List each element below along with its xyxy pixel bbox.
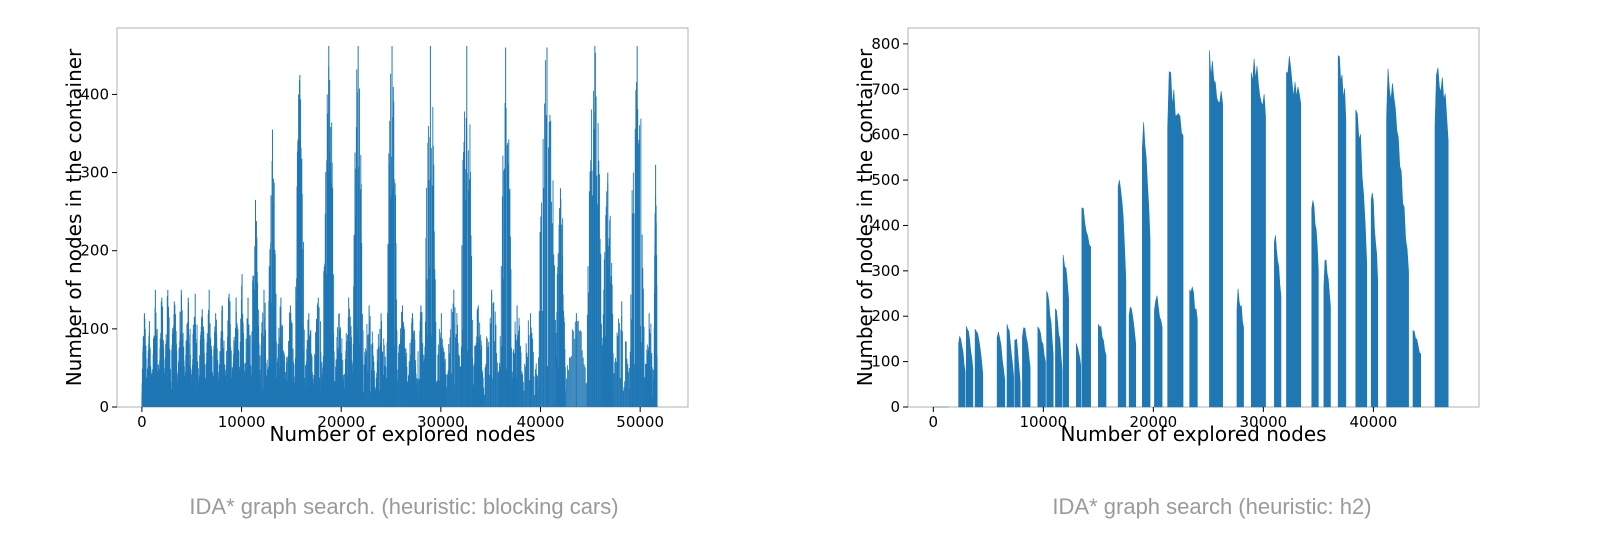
- chart-left-plot: 0 10000 20000 30000 40000 500000100200300400N…: [62, 27, 689, 446]
- chart-right-xtick-label: 0: [929, 413, 939, 431]
- chart-right-bar: [1209, 50, 1223, 408]
- chart-left-caption: IDA* graph search. (heuristic: blocking …: [189, 494, 619, 519]
- chart-right-ylabel: Number of nodes in the container: [853, 48, 877, 386]
- chart-right-ytick-label: 300: [871, 262, 900, 280]
- chart-right-bar: [1076, 343, 1082, 408]
- chart-right: 0 10000 20000 30000 40000 0 100 200 300 400 500 600…: [808, 0, 1616, 549]
- chart-right-bar: [1006, 324, 1014, 408]
- chart-right-bar: [1142, 122, 1151, 408]
- chart-right-xtick-label: 20000: [1129, 413, 1177, 431]
- chart-right-bar: [1014, 338, 1021, 408]
- chart-left-xtick-label: 50000: [616, 413, 664, 431]
- chart-right-ytick-label: 400: [871, 216, 900, 234]
- chart-right-bar: [1386, 68, 1409, 408]
- chart-left-ytick-label: 200: [80, 242, 109, 260]
- chart-right-bar: [958, 335, 966, 408]
- chart-right-bar: [1189, 286, 1198, 408]
- chart-right-bars: [933, 50, 1449, 408]
- chart-right-bar: [1098, 323, 1107, 408]
- chart-right-bar: [1337, 55, 1347, 408]
- chart-right-bar: [1274, 235, 1282, 408]
- chart-left-ytick-label: 300: [80, 164, 109, 182]
- chart-right-ytick-label: 100: [871, 353, 900, 371]
- chart-right-ytick-label: 600: [871, 126, 900, 144]
- chart-right-bar: [1286, 56, 1302, 408]
- chart-right-bar: [1412, 329, 1421, 408]
- chart-right-bar: [1037, 326, 1046, 408]
- chart-right-bar: [1323, 259, 1331, 408]
- chart-left-xtick-label: 10000: [218, 413, 266, 431]
- chart-right-bar: [1062, 254, 1069, 408]
- chart-right-bar: [1370, 192, 1379, 408]
- chart-left-ytick-label: 0: [99, 398, 109, 416]
- chart-left-xtick-label: 30000: [417, 413, 465, 431]
- chart-right-bar: [1355, 109, 1368, 408]
- chart-left-xlabel: Number of explored nodes: [269, 422, 535, 446]
- chart-left-ytick-label: 100: [80, 320, 109, 338]
- chart-right-bar: [1117, 180, 1127, 408]
- chart-right-ytick-label: 700: [871, 80, 900, 98]
- chart-right-bar: [1046, 290, 1054, 408]
- chart-right-bar: [1250, 58, 1266, 408]
- chart-right-bar: [966, 326, 974, 408]
- chart-right-bar: [1128, 306, 1137, 408]
- chart-right-ytick-label: 800: [871, 35, 900, 53]
- chart-right-bar: [996, 331, 1006, 408]
- chart-right-bar: [1311, 200, 1319, 408]
- chart-right-plot: 0 10000 20000 30000 40000 0 100 200 300 400 500 600…: [853, 27, 1480, 446]
- chart-right-ytick-label: 500: [871, 171, 900, 189]
- chart-right-xtick-label: 30000: [1240, 413, 1288, 431]
- chart-right-bar: [1081, 207, 1091, 408]
- chart-right-bar: [1434, 67, 1449, 408]
- chart-right-bar: [1236, 288, 1244, 408]
- chart-left-xtick-label: 20000: [317, 413, 365, 431]
- chart-left: 0 10000 20000 30000 40000 50000 0 100 200 300 400 N…: [62, 27, 689, 519]
- chart-right-xlabel: Number of explored nodes: [1060, 422, 1326, 446]
- chart-right-ytick-label: 200: [871, 307, 900, 325]
- chart-right-ytick-label: 0: [890, 398, 900, 416]
- chart-right-xtick-label: 40000: [1350, 413, 1398, 431]
- chart-left-bars: [141, 45, 658, 407]
- chart-right-caption: IDA* graph search (heuristic: h2): [1052, 494, 1372, 519]
- chart-left-ytick-label: 400: [80, 85, 109, 103]
- chart-right-bar: [1167, 71, 1184, 408]
- chart-right-xtick-label: 10000: [1019, 413, 1067, 431]
- chart-left-xtick-label: 40000: [517, 413, 565, 431]
- chart-left-ylabel: Number of nodes in the container: [62, 48, 86, 386]
- chart-right-bar: [1055, 308, 1063, 408]
- chart-right-bar: [974, 329, 984, 408]
- chart-left-xtick-label: 0: [137, 413, 147, 431]
- chart-right-bar: [1154, 295, 1163, 408]
- chart-right-bar: [1022, 327, 1031, 408]
